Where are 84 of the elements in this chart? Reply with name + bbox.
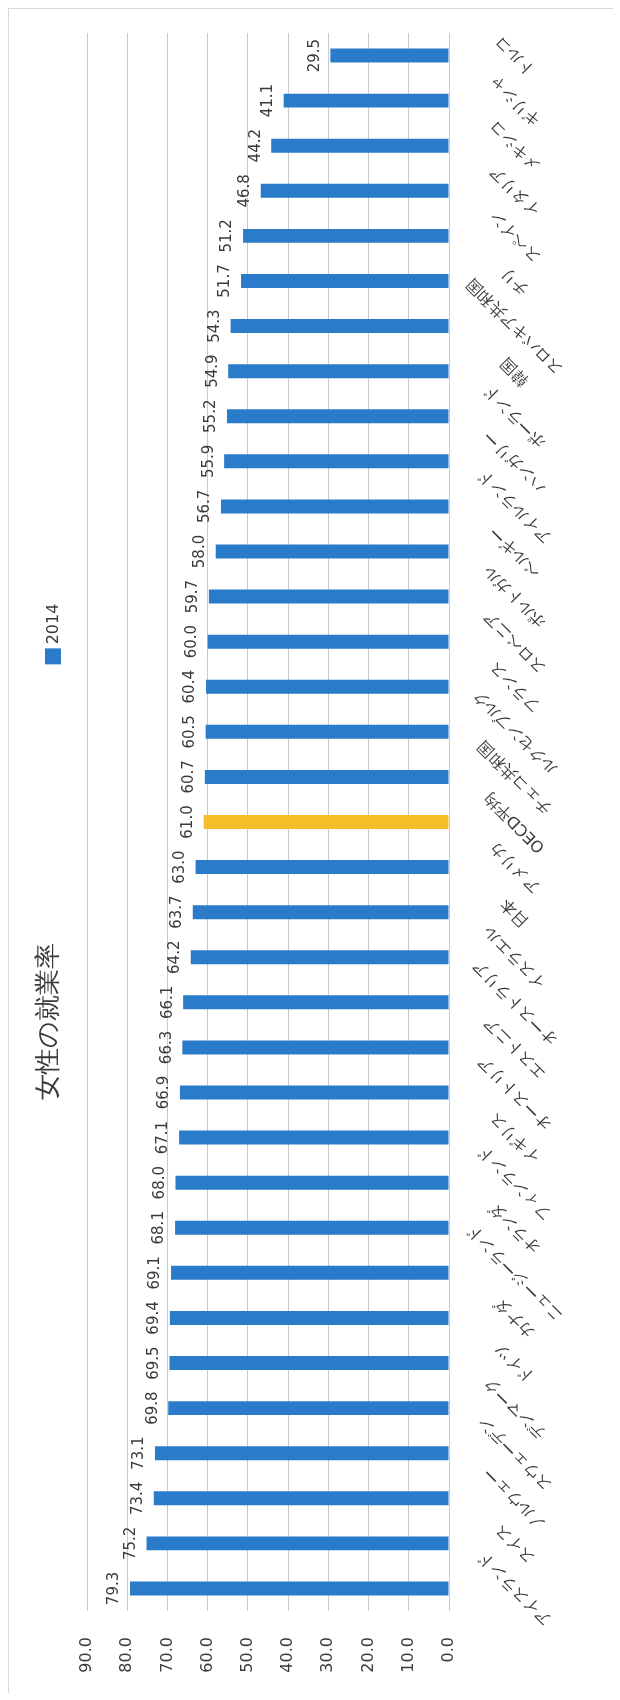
bar <box>204 769 449 784</box>
bar <box>203 815 449 829</box>
data-label: 68.1 <box>149 1211 168 1245</box>
data-label: 46.8 <box>235 174 254 208</box>
data-label: 59.7 <box>183 579 202 614</box>
bar <box>179 1130 449 1145</box>
x-tick-label: 50.0 <box>237 1637 257 1673</box>
bar <box>230 319 449 334</box>
data-label: 66.9 <box>154 1075 173 1110</box>
x-tick-label: 70.0 <box>156 1637 176 1673</box>
bar <box>195 860 449 875</box>
data-label: 61.0 <box>178 805 197 839</box>
bar <box>271 138 449 153</box>
data-label: 69.8 <box>142 1391 161 1425</box>
data-label: 66.1 <box>157 985 176 1020</box>
bar <box>243 228 449 243</box>
data-label: 64.2 <box>165 940 184 974</box>
data-label: 60.7 <box>179 760 198 794</box>
data-label: 79.3 <box>104 1571 123 1606</box>
bar <box>228 364 449 379</box>
y-tick-label: 日本 <box>496 895 533 932</box>
data-label: 41.1 <box>258 83 277 118</box>
text: 2014 <box>43 603 62 645</box>
bar <box>190 950 449 965</box>
bar <box>283 93 449 108</box>
bar <box>153 1491 449 1506</box>
x-tick-label: 90.0 <box>76 1637 96 1673</box>
data-label: 66.3 <box>156 1030 175 1065</box>
data-label: 60.5 <box>180 715 199 749</box>
data-label: 51.7 <box>215 264 234 298</box>
bar <box>220 499 449 514</box>
bar <box>260 183 449 198</box>
data-label: 58.0 <box>190 534 209 569</box>
bar <box>175 1175 449 1190</box>
data-label: 75.2 <box>120 1526 139 1561</box>
data-label: 55.2 <box>201 399 220 433</box>
x-tick-label: 0.0 <box>438 1637 458 1663</box>
data-label: 67.1 <box>153 1120 172 1155</box>
x-tick-label: 20.0 <box>357 1637 377 1673</box>
bar <box>207 634 449 649</box>
data-label: 69.5 <box>143 1346 162 1380</box>
bar <box>330 48 449 63</box>
bar <box>192 905 449 920</box>
bar <box>215 544 449 559</box>
bar <box>226 409 449 424</box>
y-tick-label: チリ <box>496 263 533 300</box>
data-label: 73.1 <box>129 1436 148 1470</box>
bar <box>154 1446 449 1461</box>
data-label: 60.4 <box>180 670 199 704</box>
bar <box>169 1310 449 1325</box>
data-label: 54.3 <box>204 309 223 343</box>
x-tick-label: 30.0 <box>317 1637 337 1673</box>
bar <box>224 454 449 469</box>
data-label: 55.9 <box>198 444 217 479</box>
bar <box>130 1581 449 1596</box>
bar <box>171 1265 449 1280</box>
data-label: 63.0 <box>169 850 188 884</box>
x-tick-label: 60.0 <box>196 1637 216 1673</box>
bar <box>169 1356 449 1371</box>
data-label: 56.7 <box>195 489 214 524</box>
bar <box>168 1401 449 1416</box>
data-label: 44.2 <box>245 129 264 163</box>
bar <box>241 273 449 288</box>
bar <box>183 995 449 1010</box>
data-label: 69.4 <box>144 1301 163 1335</box>
bar <box>175 1220 449 1235</box>
data-label: 60.0 <box>182 624 201 659</box>
data-label: 29.5 <box>304 38 323 73</box>
bar <box>179 1085 449 1100</box>
data-label: 63.7 <box>167 895 186 929</box>
bar <box>146 1536 449 1551</box>
data-label: 51.2 <box>217 219 236 253</box>
bar <box>208 589 449 604</box>
x-tick-label: 40.0 <box>277 1637 297 1673</box>
bar <box>182 1040 449 1055</box>
data-label: 54.9 <box>202 354 221 388</box>
text: 女性の就業率 <box>31 942 62 1100</box>
x-tick-label: 10.0 <box>397 1637 417 1673</box>
bar <box>206 679 449 694</box>
data-label: 68.0 <box>149 1165 168 1200</box>
data-label: 73.4 <box>128 1481 147 1515</box>
x-tick-label: 80.0 <box>116 1637 136 1673</box>
data-label: 69.1 <box>145 1256 164 1290</box>
bar <box>205 724 449 739</box>
